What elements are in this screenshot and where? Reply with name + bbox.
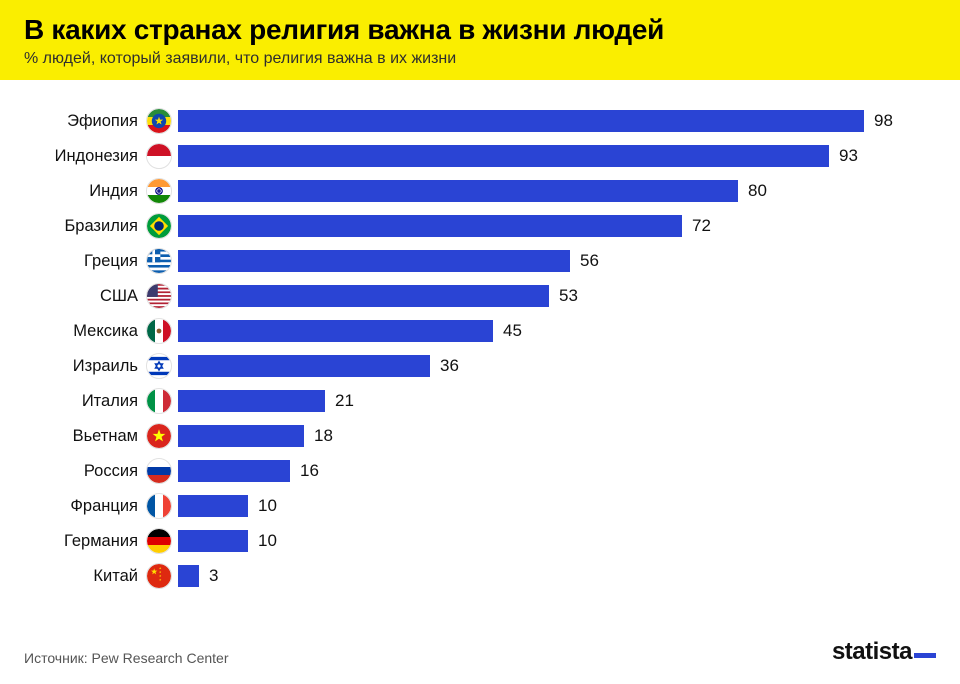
country-label: Италия [6,392,146,411]
chart-row: Вьетнам 18 [6,419,930,453]
bar-value: 80 [748,181,767,201]
chart-footer: Источник: Pew Research Center statista [24,638,936,666]
chart-row: Италия 21 [6,384,930,418]
bar-track: 93 [178,145,930,167]
greece-flag-icon [146,248,172,274]
bar [178,180,738,202]
bar [178,285,549,307]
bar-value: 3 [209,566,218,586]
mexico-flag-icon [146,318,172,344]
bar [178,390,325,412]
bar-track: 10 [178,495,930,517]
bar-track: 45 [178,320,930,342]
france-flag-icon [146,493,172,519]
bar [178,250,570,272]
logo-accent [914,653,936,658]
chart-row: Бразилия 72 [6,209,930,243]
india-flag-icon [146,178,172,204]
country-label: Вьетнам [6,427,146,446]
bar [178,425,304,447]
chart-row: Индонезия 93 [6,139,930,173]
bar-value: 56 [580,251,599,271]
bar [178,495,248,517]
country-label: Индонезия [6,147,146,166]
bar-track: 18 [178,425,930,447]
country-label: Китай [6,567,146,586]
bar-track: 98 [178,110,930,132]
italy-flag-icon [146,388,172,414]
bar-track: 80 [178,180,930,202]
chart-row: Германия 10 [6,524,930,558]
brazil-flag-icon [146,213,172,239]
country-label: Греция [6,252,146,271]
bar-value: 45 [503,321,522,341]
chart-header: В каких странах религия важна в жизни лю… [0,0,960,80]
country-label: Мексика [6,322,146,341]
vietnam-flag-icon [146,423,172,449]
bar [178,110,864,132]
ethiopia-flag-icon [146,108,172,134]
chart-row: Эфиопия 98 [6,104,930,138]
bar-value: 10 [258,496,277,516]
israel-flag-icon [146,353,172,379]
chart-row: Китай 3 [6,559,930,593]
bar-track: 16 [178,460,930,482]
country-label: Россия [6,462,146,481]
chart-title: В каких странах религия важна в жизни лю… [24,14,936,46]
logo-text: statista [832,638,912,665]
country-label: Франция [6,497,146,516]
bar [178,355,430,377]
bar [178,460,290,482]
bar-track: 3 [178,565,930,587]
chart-row: Индия 80 [6,174,930,208]
germany-flag-icon [146,528,172,554]
russia-flag-icon [146,458,172,484]
bar [178,565,199,587]
country-label: Израиль [6,357,146,376]
chart-subtitle: % людей, который заявили, что религия ва… [24,50,936,68]
statista-logo: statista [832,638,936,666]
bar-track: 36 [178,355,930,377]
country-label: США [6,287,146,306]
bar-track: 53 [178,285,930,307]
bar [178,530,248,552]
china-flag-icon [146,563,172,589]
bar-value: 53 [559,286,578,306]
country-label: Эфиопия [6,112,146,131]
bar-track: 21 [178,390,930,412]
chart-row: Греция 56 [6,244,930,278]
country-label: Индия [6,182,146,201]
usa-flag-icon [146,283,172,309]
chart-row: США 53 [6,279,930,313]
bar-value: 98 [874,111,893,131]
chart-row: Франция 10 [6,489,930,523]
bar-value: 93 [839,146,858,166]
bar-track: 72 [178,215,930,237]
bar-value: 18 [314,426,333,446]
source-text: Источник: Pew Research Center [24,650,229,666]
bar-chart: Эфиопия 98 Индонезия 93 Индия 80 Бразилия 72 Гре… [0,80,960,604]
bar-value: 36 [440,356,459,376]
chart-row: Израиль 36 [6,349,930,383]
bar-value: 72 [692,216,711,236]
bar-track: 10 [178,530,930,552]
bar [178,320,493,342]
bar-value: 10 [258,531,277,551]
bar-track: 56 [178,250,930,272]
chart-row: Мексика 45 [6,314,930,348]
bar-value: 16 [300,461,319,481]
bar [178,215,682,237]
country-label: Бразилия [6,217,146,236]
chart-row: Россия 16 [6,454,930,488]
bar [178,145,829,167]
indonesia-flag-icon [146,143,172,169]
bar-value: 21 [335,391,354,411]
country-label: Германия [6,532,146,551]
